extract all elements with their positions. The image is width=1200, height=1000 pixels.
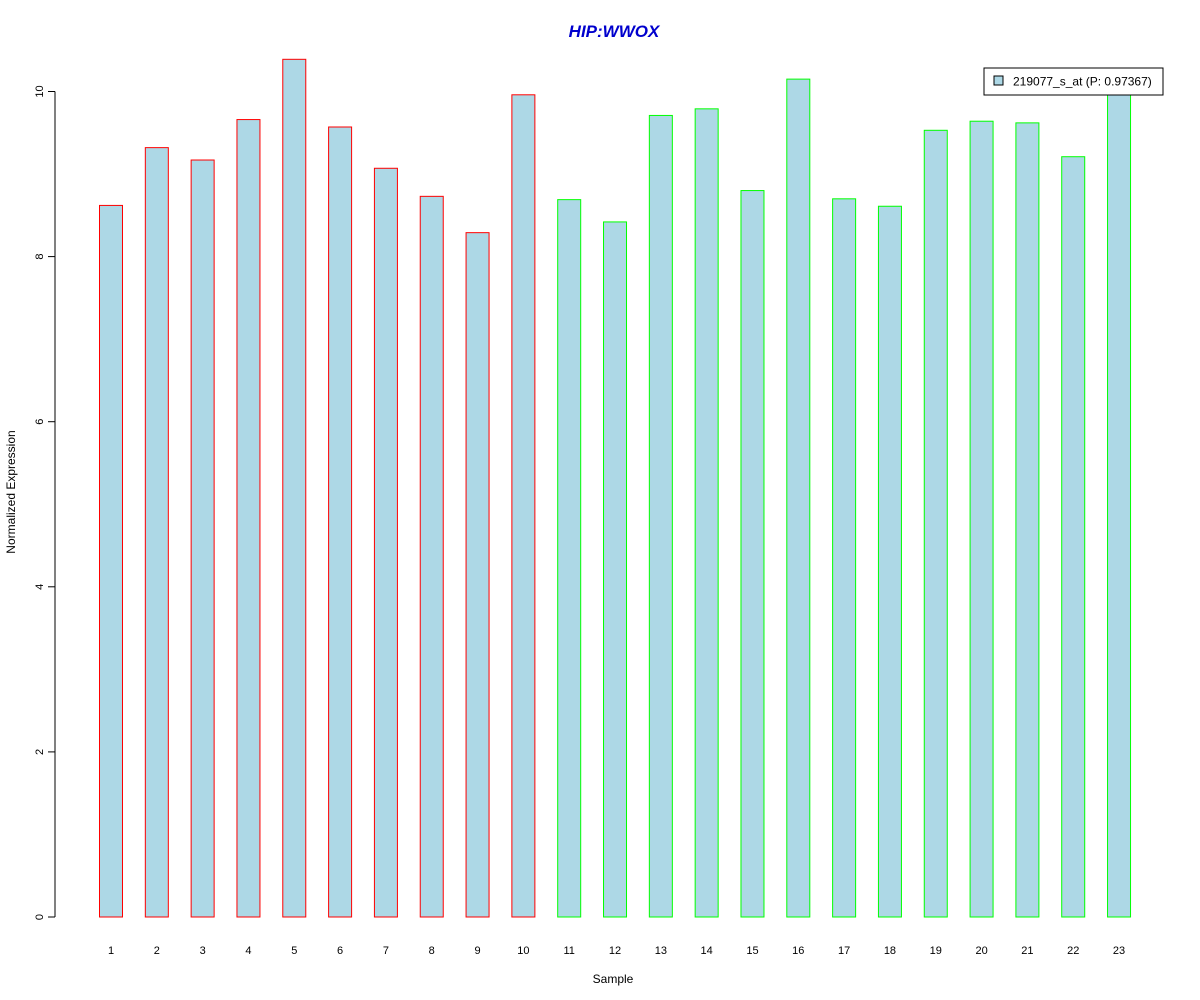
bar-sample-9: [465, 232, 490, 918]
bar-sample-5: [282, 58, 307, 918]
x-tick-label: 2: [154, 945, 160, 957]
x-tick-label: 11: [563, 945, 574, 957]
bar-sample-18: [877, 205, 902, 918]
x-tick-label: 20: [975, 945, 987, 957]
legend-label: 219077_s_at (P: 0.97367): [1013, 75, 1152, 89]
bar-sample-23: [1107, 92, 1132, 918]
x-axis-label: Sample: [593, 972, 634, 986]
bar-sample-16: [786, 78, 811, 918]
legend: 219077_s_at (P: 0.97367): [983, 67, 1164, 96]
bar-sample-2: [144, 147, 169, 918]
bar-sample-19: [923, 129, 948, 918]
y-tick-label: 10: [34, 85, 46, 97]
x-tick-label: 4: [245, 945, 251, 957]
bar-sample-11: [557, 199, 582, 918]
legend-swatch: [993, 75, 1004, 86]
bar-sample-10: [511, 94, 536, 918]
bar-sample-14: [694, 108, 719, 918]
chart-title: HIP:WWOX: [569, 22, 661, 41]
y-tick-label: 0: [34, 914, 46, 920]
bar-sample-6: [328, 126, 353, 918]
x-tick-label: 19: [930, 945, 942, 957]
bar-sample-20: [969, 120, 994, 918]
y-tick-label: 2: [34, 749, 46, 755]
bar-sample-4: [236, 119, 261, 918]
x-tick-label: 16: [792, 945, 804, 957]
legend-box: [983, 67, 1164, 96]
y-axis: 0 2 4 6 8 10: [34, 85, 56, 920]
x-tick-label: 5: [291, 945, 297, 957]
bar-sample-7: [373, 167, 398, 918]
x-tick-label: 8: [429, 945, 435, 957]
y-tick-label: 6: [34, 419, 46, 425]
x-tick-label: 22: [1067, 945, 1079, 957]
x-tick-label: 15: [746, 945, 758, 957]
x-tick-label: 13: [655, 945, 667, 957]
bars-group: [99, 58, 1132, 918]
bar-sample-21: [1015, 122, 1040, 918]
x-tick-label: 17: [838, 945, 850, 957]
x-tick-label: 12: [609, 945, 621, 957]
x-tick-label: 3: [200, 945, 206, 957]
x-tick-label: 1: [108, 945, 114, 957]
x-tick-labels: 1 2 3 4 5 6 7 8 9 10 11 12 13 14 15 16 17 18 19 20 21 22 23: [108, 945, 1125, 957]
bar-sample-15: [740, 190, 765, 918]
x-tick-label: 21: [1021, 945, 1033, 957]
x-tick-label: 7: [383, 945, 389, 957]
bar-sample-17: [832, 198, 857, 918]
x-tick-label: 6: [337, 945, 343, 957]
bar-sample-8: [419, 195, 444, 918]
bar-sample-3: [190, 159, 215, 918]
y-axis-label: Normalized Expression: [4, 430, 18, 553]
y-tick-label: 4: [34, 584, 46, 590]
x-tick-label: 18: [884, 945, 896, 957]
x-tick-label: 23: [1113, 945, 1125, 957]
bar-sample-1: [99, 204, 123, 918]
bar-sample-22: [1061, 156, 1086, 918]
y-tick-label: 8: [34, 254, 46, 260]
x-tick-label: 14: [701, 945, 713, 957]
bar-sample-13: [648, 114, 673, 918]
bar-sample-12: [603, 221, 628, 918]
x-tick-label: 10: [517, 945, 529, 957]
x-tick-label: 9: [474, 945, 480, 957]
